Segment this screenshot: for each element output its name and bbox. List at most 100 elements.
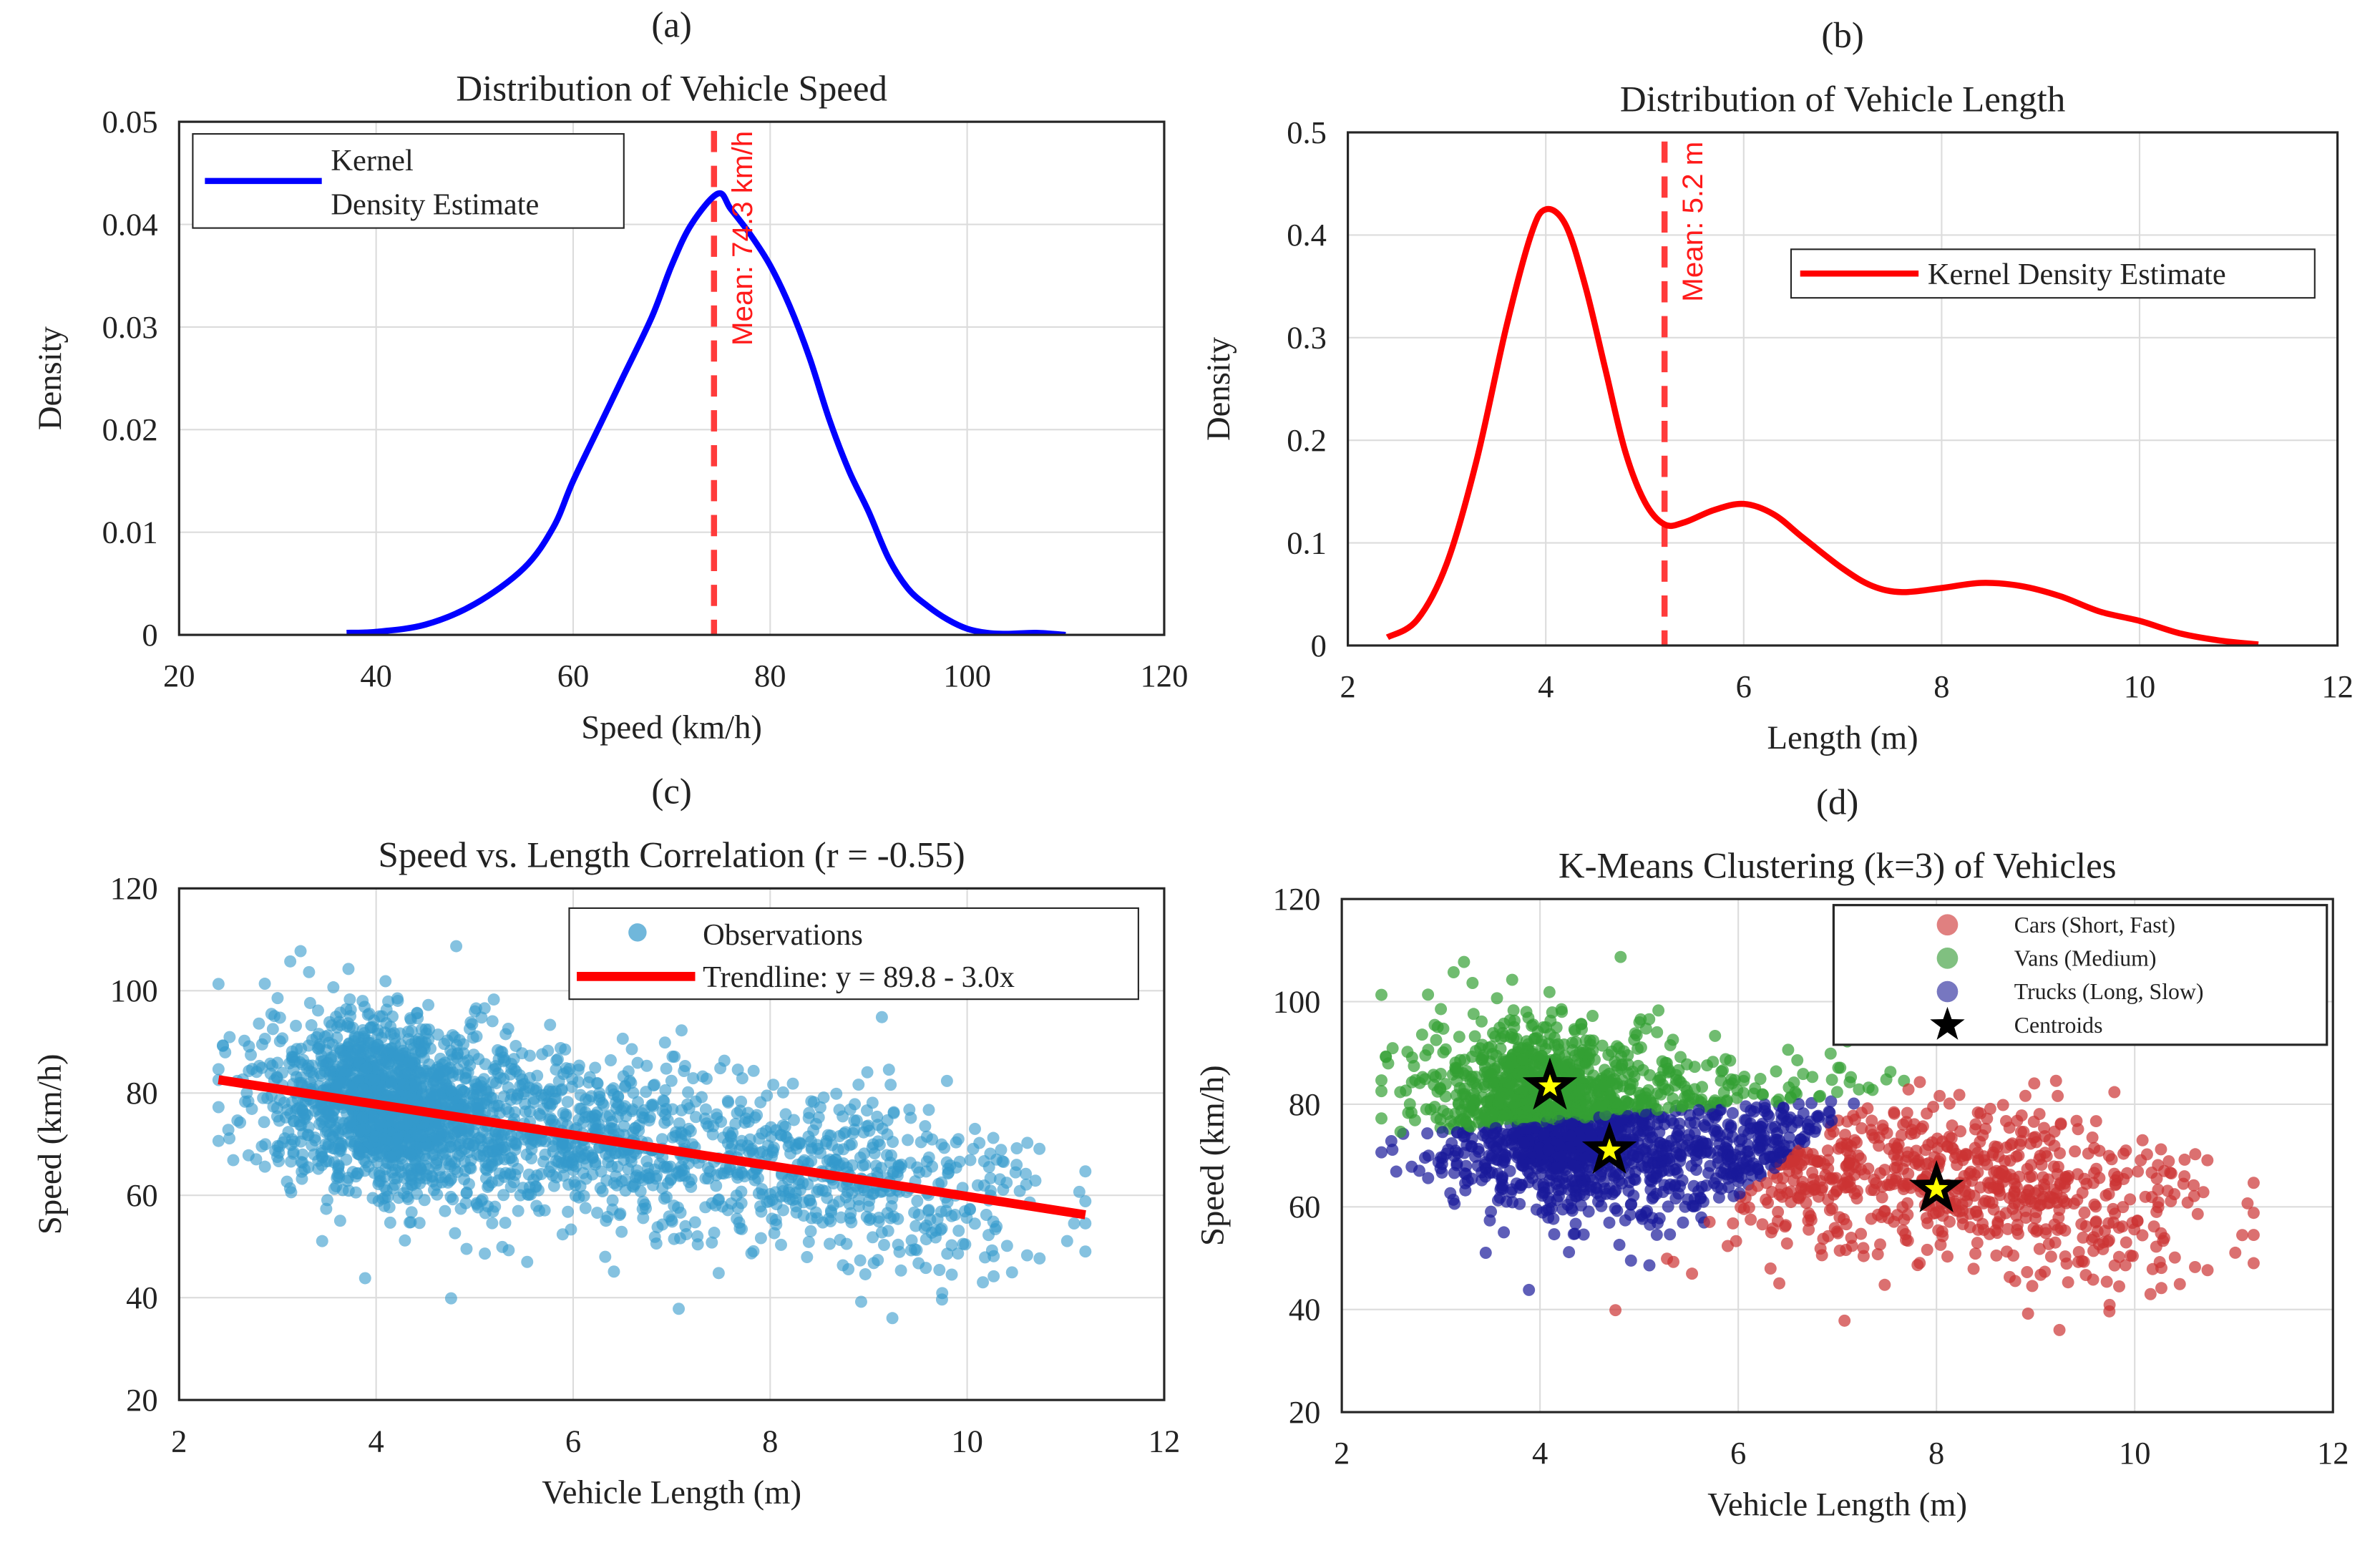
y-axis-label: Density xyxy=(31,326,69,430)
observation-point xyxy=(334,1136,347,1149)
cluster-point-cars xyxy=(2072,1123,2084,1136)
observation-point xyxy=(414,1072,427,1085)
cluster-point-vans xyxy=(1596,1039,1609,1052)
cluster-point-vans xyxy=(1375,1085,1388,1098)
observation-point xyxy=(852,1193,865,1206)
observation-point xyxy=(1033,1142,1046,1155)
x-tick-label: 6 xyxy=(1730,1435,1746,1471)
observation-point xyxy=(1010,1142,1023,1154)
observation-point xyxy=(935,1138,948,1151)
cluster-point-cars xyxy=(1745,1184,1757,1197)
observation-point xyxy=(315,1055,328,1068)
cluster-point-cars xyxy=(2053,1323,2066,1336)
cluster-point-cars xyxy=(1772,1206,1785,1218)
observation-point xyxy=(971,1179,984,1192)
y-tick-label: 0.5 xyxy=(1287,115,1327,150)
cluster-point-cars xyxy=(2078,1172,2091,1185)
observation-point xyxy=(1079,1195,1092,1208)
cluster-point-vans xyxy=(1692,1094,1704,1107)
observation-point xyxy=(637,1212,650,1225)
observation-point xyxy=(987,1215,1000,1228)
cluster-point-vans xyxy=(1430,1033,1443,1046)
chart-title: K-Means Clustering (k=3) of Vehicles xyxy=(1559,846,2117,886)
cluster-point-cars xyxy=(2033,1242,2046,1255)
observation-point xyxy=(887,1136,899,1149)
cluster-point-cars xyxy=(1756,1218,1769,1231)
cluster-point-cars xyxy=(1913,1076,1926,1089)
legend-label: Kernel Density Estimate xyxy=(1928,258,2226,291)
observation-point xyxy=(328,1156,341,1169)
observation-point xyxy=(859,1267,872,1280)
cluster-point-vans xyxy=(1644,1094,1657,1107)
y-tick-label: 0 xyxy=(142,617,157,653)
observation-point xyxy=(967,1142,980,1155)
cluster-point-cars xyxy=(2099,1225,2112,1237)
observation-point xyxy=(349,1170,362,1183)
cluster-point-cars xyxy=(1821,1144,1834,1157)
observation-point xyxy=(497,1128,510,1141)
cluster-point-cars xyxy=(1921,1107,1933,1120)
observation-point xyxy=(478,1002,491,1015)
cluster-point-cars xyxy=(1900,1234,1912,1247)
cluster-point-cars xyxy=(2155,1282,2167,1295)
cluster-point-cars xyxy=(1971,1223,1984,1236)
observation-point xyxy=(682,1086,695,1099)
observation-point xyxy=(679,1220,692,1232)
cluster-point-trucks xyxy=(1644,1183,1657,1196)
observation-point xyxy=(273,1011,286,1024)
observation-point xyxy=(258,978,271,990)
panel-label: (a) xyxy=(651,5,691,45)
observation-point xyxy=(687,1072,700,1085)
cluster-point-trucks xyxy=(1609,1202,1621,1215)
observation-point xyxy=(353,1124,366,1137)
observation-point xyxy=(775,1238,787,1251)
x-tick-label: 10 xyxy=(2119,1435,2151,1471)
observation-point xyxy=(406,1169,419,1182)
cluster-point-trucks xyxy=(1623,1176,1636,1189)
observation-point xyxy=(884,1149,897,1162)
observation-point xyxy=(493,1167,506,1180)
cluster-point-cars xyxy=(1915,1122,1928,1135)
axes-frame xyxy=(1347,131,2339,647)
cluster-point-cars xyxy=(1868,1184,1881,1197)
cluster-point-trucks xyxy=(1609,1172,1621,1184)
cluster-point-cars xyxy=(2021,1308,2034,1320)
observation-point xyxy=(567,1153,580,1166)
cluster-point-trucks xyxy=(1825,1095,1838,1108)
observation-point xyxy=(608,1265,620,1278)
observation-point xyxy=(776,1086,789,1099)
y-axis-label: Density xyxy=(1200,336,1237,441)
observation-point xyxy=(878,1239,890,1252)
cluster-point-cars xyxy=(1874,1238,1886,1251)
cluster-point-cars xyxy=(1873,1131,1886,1144)
cluster-point-cars xyxy=(1745,1213,1757,1226)
cluster-point-cars xyxy=(2229,1246,2242,1259)
observation-point xyxy=(504,1068,517,1081)
cluster-point-cars xyxy=(2012,1149,2025,1162)
observation-point xyxy=(767,1079,780,1091)
x-tick-label: 10 xyxy=(2124,668,2156,704)
cluster-point-trucks xyxy=(1436,1126,1449,1139)
observation-point xyxy=(761,1196,774,1208)
observation-point xyxy=(453,1034,466,1046)
observation-point xyxy=(380,1017,393,1030)
observation-point xyxy=(665,1074,678,1087)
observation-point xyxy=(519,1105,532,1118)
observation-point xyxy=(648,1230,661,1243)
cluster-point-vans xyxy=(1434,1068,1447,1080)
observation-point xyxy=(404,1038,417,1051)
observation-point xyxy=(444,1160,457,1173)
observation-point xyxy=(486,1015,499,1028)
cluster-point-cars xyxy=(1990,1249,2003,1262)
y-tick-label: 100 xyxy=(110,973,158,1008)
cluster-point-vans xyxy=(1643,1013,1656,1026)
y-tick-label: 0.2 xyxy=(1287,422,1327,458)
cluster-point-cars xyxy=(1609,1304,1622,1317)
observation-point xyxy=(619,1184,632,1197)
cluster-point-vans xyxy=(1569,1036,1582,1048)
cluster-point-cars xyxy=(1865,1212,1878,1225)
observation-point xyxy=(444,1292,457,1305)
observation-point xyxy=(941,1196,954,1209)
observation-point xyxy=(474,1149,487,1162)
observation-point xyxy=(987,1250,1000,1262)
